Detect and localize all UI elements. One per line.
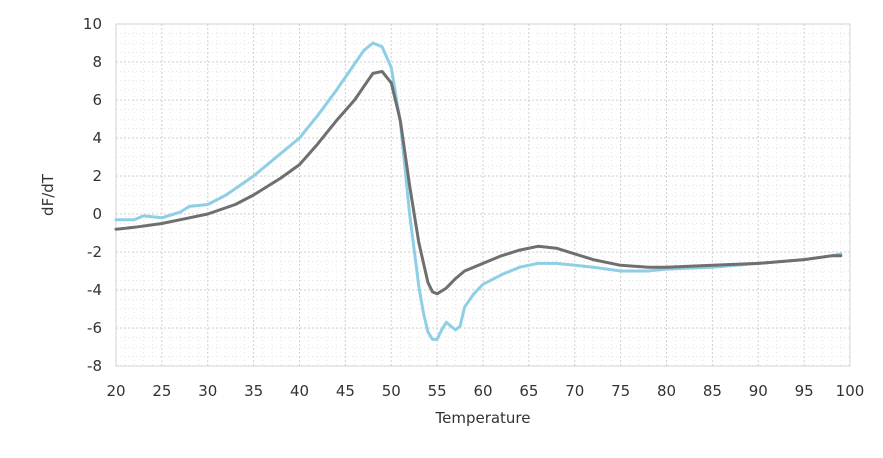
x-axis-ticks: 20 25 30 35 40 45 50 55 60 65 70 75 80 85 90 95 100 xyxy=(106,382,864,400)
y-tick-label: 8 xyxy=(92,53,102,71)
x-tick-label: 75 xyxy=(611,382,630,400)
x-tick-label: 40 xyxy=(290,382,309,400)
y-axis-ticks: -8 -6 -4 -2 0 2 4 6 8 10 xyxy=(83,15,102,375)
x-tick-label: 25 xyxy=(152,382,171,400)
x-tick-label: 100 xyxy=(836,382,865,400)
y-tick-label: 2 xyxy=(92,167,102,185)
x-tick-label: 85 xyxy=(703,382,722,400)
x-tick-label: 90 xyxy=(749,382,768,400)
y-tick-label: 0 xyxy=(92,205,102,223)
y-tick-label: 10 xyxy=(83,15,102,33)
x-tick-label: 50 xyxy=(382,382,401,400)
series-line-2 xyxy=(114,70,843,296)
y-tick-label: -4 xyxy=(87,281,102,299)
y-axis-label: dF/dT xyxy=(39,173,57,216)
grid xyxy=(115,23,851,367)
x-tick-label: 20 xyxy=(106,382,125,400)
x-tick-label: 70 xyxy=(565,382,584,400)
x-tick-label: 45 xyxy=(336,382,355,400)
x-tick-label: 60 xyxy=(473,382,492,400)
x-tick-label: 65 xyxy=(519,382,538,400)
y-tick-label: -8 xyxy=(87,357,102,375)
y-tick-label: -2 xyxy=(87,243,102,261)
series-layer xyxy=(114,41,843,341)
y-tick-label: 6 xyxy=(92,91,102,109)
x-tick-label: 35 xyxy=(244,382,263,400)
x-tick-label: 80 xyxy=(657,382,676,400)
x-tick-label: 30 xyxy=(198,382,217,400)
x-tick-label: 55 xyxy=(428,382,447,400)
x-axis-label: Temperature xyxy=(434,409,530,427)
y-tick-label: 4 xyxy=(92,129,102,147)
series-line-1 xyxy=(114,41,843,341)
y-tick-label: -6 xyxy=(87,319,102,337)
plot-area xyxy=(114,23,851,367)
x-tick-label: 95 xyxy=(795,382,814,400)
